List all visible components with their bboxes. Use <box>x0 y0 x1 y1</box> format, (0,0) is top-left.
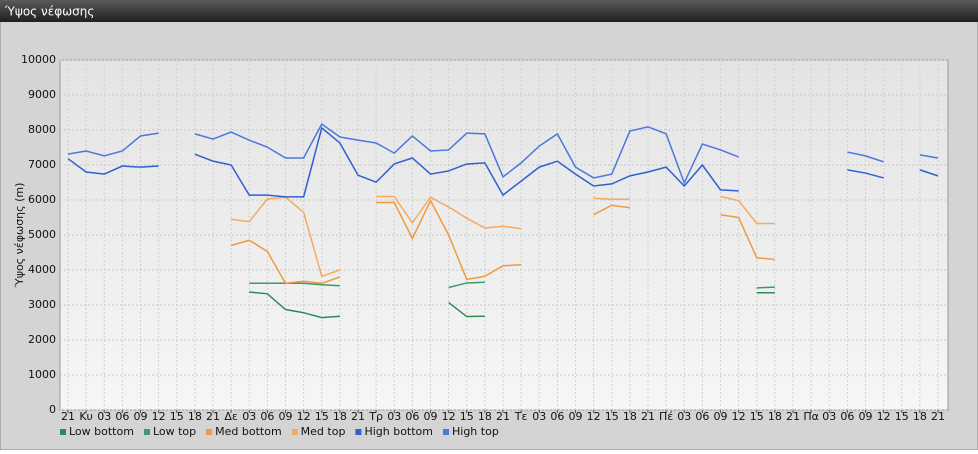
x-tick-label: 12 <box>297 410 311 423</box>
x-tick-label: 18 <box>768 410 782 423</box>
y-tick-label: 6000 <box>28 193 56 206</box>
legend-label: Low top <box>153 425 196 438</box>
x-tick-label: 21 <box>931 410 945 423</box>
x-tick-label: 09 <box>134 410 148 423</box>
x-tick-label: 03 <box>242 410 256 423</box>
y-tick-label: 8000 <box>28 123 56 136</box>
x-tick-label: Πέ <box>659 410 673 423</box>
y-tick-label: 0 <box>49 403 56 416</box>
x-tick-label: 12 <box>587 410 601 423</box>
x-tick-label: 03 <box>97 410 111 423</box>
legend-label: High top <box>452 425 499 438</box>
y-tick-label: 2000 <box>28 333 56 346</box>
y-tick-label: 3000 <box>28 298 56 311</box>
x-tick-label: 03 <box>822 410 836 423</box>
x-tick-label: 06 <box>115 410 129 423</box>
x-tick-label: 21 <box>496 410 510 423</box>
x-tick-label: 15 <box>460 410 474 423</box>
x-tick-label: 18 <box>913 410 927 423</box>
series-line <box>67 126 939 198</box>
x-tick-label: 12 <box>152 410 166 423</box>
y-tick-label: 5000 <box>28 228 56 241</box>
y-tick-label: 10000 <box>21 53 56 66</box>
x-tick-label: Πα <box>803 410 819 423</box>
x-tick-label: 18 <box>623 410 637 423</box>
title-bar <box>0 0 978 22</box>
legend-swatch <box>443 429 449 435</box>
chart-title: Ύψος νέφωσης <box>4 5 94 19</box>
x-tick-label: 12 <box>442 410 456 423</box>
series-line <box>230 199 775 285</box>
y-tick-label: 9000 <box>28 88 56 101</box>
series-line <box>249 291 775 319</box>
x-tick-label: 21 <box>61 410 75 423</box>
y-tick-label: 4000 <box>28 263 56 276</box>
x-tick-label: 09 <box>714 410 728 423</box>
legend-swatch <box>206 429 213 435</box>
series-line <box>67 122 939 185</box>
x-tick-label: 09 <box>424 410 438 423</box>
x-tick-label: 21 <box>641 410 655 423</box>
x-tick-label: 21 <box>351 410 365 423</box>
x-tick-label: 18 <box>333 410 347 423</box>
x-tick-label: 03 <box>532 410 546 423</box>
x-tick-label: 06 <box>695 410 709 423</box>
legend-label: High bottom <box>364 425 433 438</box>
x-tick-label: 15 <box>750 410 764 423</box>
x-tick-label: 15 <box>605 410 619 423</box>
x-tick-label: 06 <box>840 410 854 423</box>
x-tick-label: 12 <box>877 410 891 423</box>
y-axis-label: Ύψος νέφωσης (m) <box>13 183 26 289</box>
series-line <box>249 281 775 289</box>
x-tick-label: 12 <box>732 410 746 423</box>
x-tick-label: 09 <box>859 410 873 423</box>
y-tick-label: 7000 <box>28 158 56 171</box>
x-tick-label: 21 <box>786 410 800 423</box>
legend-swatch <box>291 429 298 435</box>
x-tick-label: Δε <box>224 410 238 423</box>
x-tick-label: 03 <box>387 410 401 423</box>
x-tick-label: 21 <box>206 410 220 423</box>
x-tick-label: 06 <box>260 410 274 423</box>
x-tick-label: Κυ <box>79 410 93 423</box>
x-tick-label: 06 <box>405 410 419 423</box>
x-tick-label: Τε <box>514 410 528 423</box>
legend-swatch <box>143 429 150 435</box>
x-tick-label: Τρ <box>368 410 383 423</box>
x-tick-label: 15 <box>315 410 329 423</box>
x-tick-label: 18 <box>188 410 202 423</box>
legend-swatch <box>355 429 362 435</box>
x-tick-label: 15 <box>170 410 184 423</box>
x-tick-label: 18 <box>478 410 492 423</box>
legend-label: Med bottom <box>215 425 282 438</box>
legend-label: Med top <box>301 425 346 438</box>
legend-swatch <box>60 429 66 435</box>
x-tick-label: 09 <box>279 410 293 423</box>
y-tick-label: 1000 <box>28 368 56 381</box>
legend-label: Low bottom <box>69 425 134 438</box>
x-tick-label: 09 <box>569 410 583 423</box>
x-tick-label: 15 <box>895 410 909 423</box>
x-tick-label: 06 <box>550 410 564 423</box>
x-tick-label: 03 <box>677 410 691 423</box>
